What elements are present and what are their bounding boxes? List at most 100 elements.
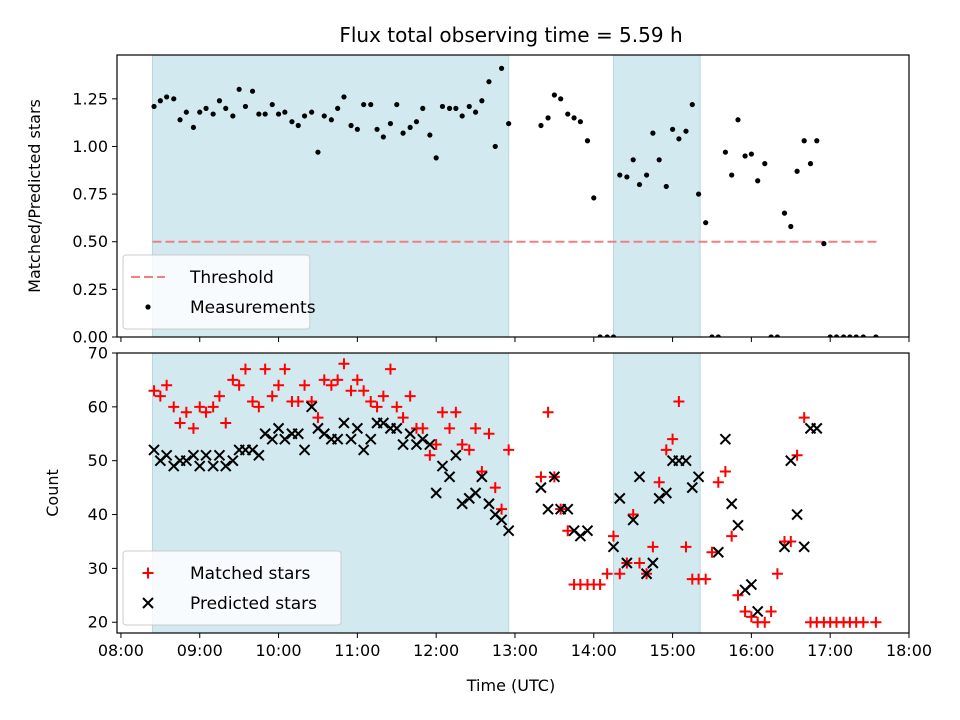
measurement-point [177,117,183,123]
measurement-point [486,79,492,85]
matched-star-point [306,395,318,407]
matched-star-point [614,568,626,580]
matched-star-point [660,444,672,456]
top-panel-legend: Threshold Measurements [122,254,316,330]
predicted-star-point [476,471,488,483]
predicted-star-point [187,449,200,462]
measurement-point [387,120,394,127]
measurement-point [348,122,354,129]
matched-star-point [404,390,416,402]
measurement-point [584,138,591,144]
measurement-point [840,334,847,337]
measurement-point [242,103,249,110]
predicted-star-point [627,514,639,526]
matched-star-point [503,444,515,456]
measurement-point [151,103,157,110]
x-tick-label: 11:00 [334,641,380,660]
measurement-point [335,105,341,111]
matched-star-point [239,363,251,375]
matched-star-point [279,363,291,375]
predicted-star-point [581,524,594,537]
matched-star-point [325,379,337,391]
y-tick-label: 50 [88,451,108,470]
legend-label: Matched stars [190,564,310,584]
bottom-panel-frame [116,352,910,634]
matched-star-point [489,482,501,494]
measurement-point [748,151,754,157]
predicted-star-point [180,454,193,467]
measurement-point [847,334,853,337]
predicted-star-point [213,449,226,462]
measurement-point [459,113,465,119]
predicted-star-point [365,433,377,445]
predicted-star-point [621,557,633,569]
measurement-point [689,101,695,108]
measurement-point [643,172,650,178]
matched-star-point [476,465,488,477]
measurement-point [282,109,288,115]
predicted-star-point [424,438,436,451]
predicted-star-point [292,428,304,440]
matched-star-point [384,363,396,375]
predicted-star-point [207,460,219,472]
measurement-point [506,120,512,127]
y-tick-label: 0.25 [72,280,108,299]
top-panel-points [151,65,879,337]
y-tick-label: 70 [88,344,108,363]
measurement-point [577,119,583,125]
measurement-point [190,124,197,131]
measurement-point [610,334,617,337]
matched-star-point [870,616,882,628]
x-tick-label: 17:00 [807,641,853,660]
predicted-star-point [443,471,456,483]
axes-frame [116,54,910,338]
matched-star-point [673,395,685,407]
measurement-point [479,98,485,104]
measurement-point [289,119,295,125]
matched-star-point [233,379,245,391]
matched-star-point [765,605,777,617]
measurement-point [722,149,728,155]
matched-star-point [647,541,659,553]
measurement-point [249,88,256,94]
measurement-point [624,174,630,180]
predicted-star-point [331,433,344,445]
matched-star-point [194,401,206,413]
measurement-point [630,157,636,163]
matched-star-point [450,406,462,418]
matched-star-point [377,390,389,402]
matched-star-point [759,616,771,628]
top-panel-axes: 0.00 0.25 0.50 0.75 1.00 1.25 [72,89,910,347]
matched-star-point [627,509,639,521]
matched-star-point [719,465,731,477]
measurement-point [183,109,189,115]
predicted-star-point [279,433,291,445]
matched-star-point [397,412,409,424]
x-tick-label: 12:00 [413,641,459,660]
measurement-point [545,115,551,121]
matched-star-point [680,541,692,553]
predicted-star-point [548,471,561,483]
measurement-point [439,103,446,110]
x-tick-label: 10:00 [255,641,301,660]
matched-star-point [732,589,744,601]
legend-box [122,254,311,330]
legend-label: Threshold [189,268,274,288]
x-axis-label: Time (UTC) [466,676,555,695]
shaded-interval [612,352,701,634]
predicted-star-point [253,449,265,462]
predicted-star-point [391,422,403,435]
x-tick-label: 14:00 [571,641,617,660]
predicted-star-point [732,519,744,532]
predicted-star-point [200,449,212,462]
measurement-point [774,334,780,337]
legend-label: Predicted stars [190,594,317,614]
matched-star-point [633,557,645,569]
y-tick-label: 20 [88,613,108,632]
predicted-star-point [647,557,659,569]
matched-star-point [470,422,482,434]
measurement-point [833,334,840,337]
measurement-point [715,334,721,337]
predicted-star-point [417,433,429,445]
measurement-point [354,126,360,132]
